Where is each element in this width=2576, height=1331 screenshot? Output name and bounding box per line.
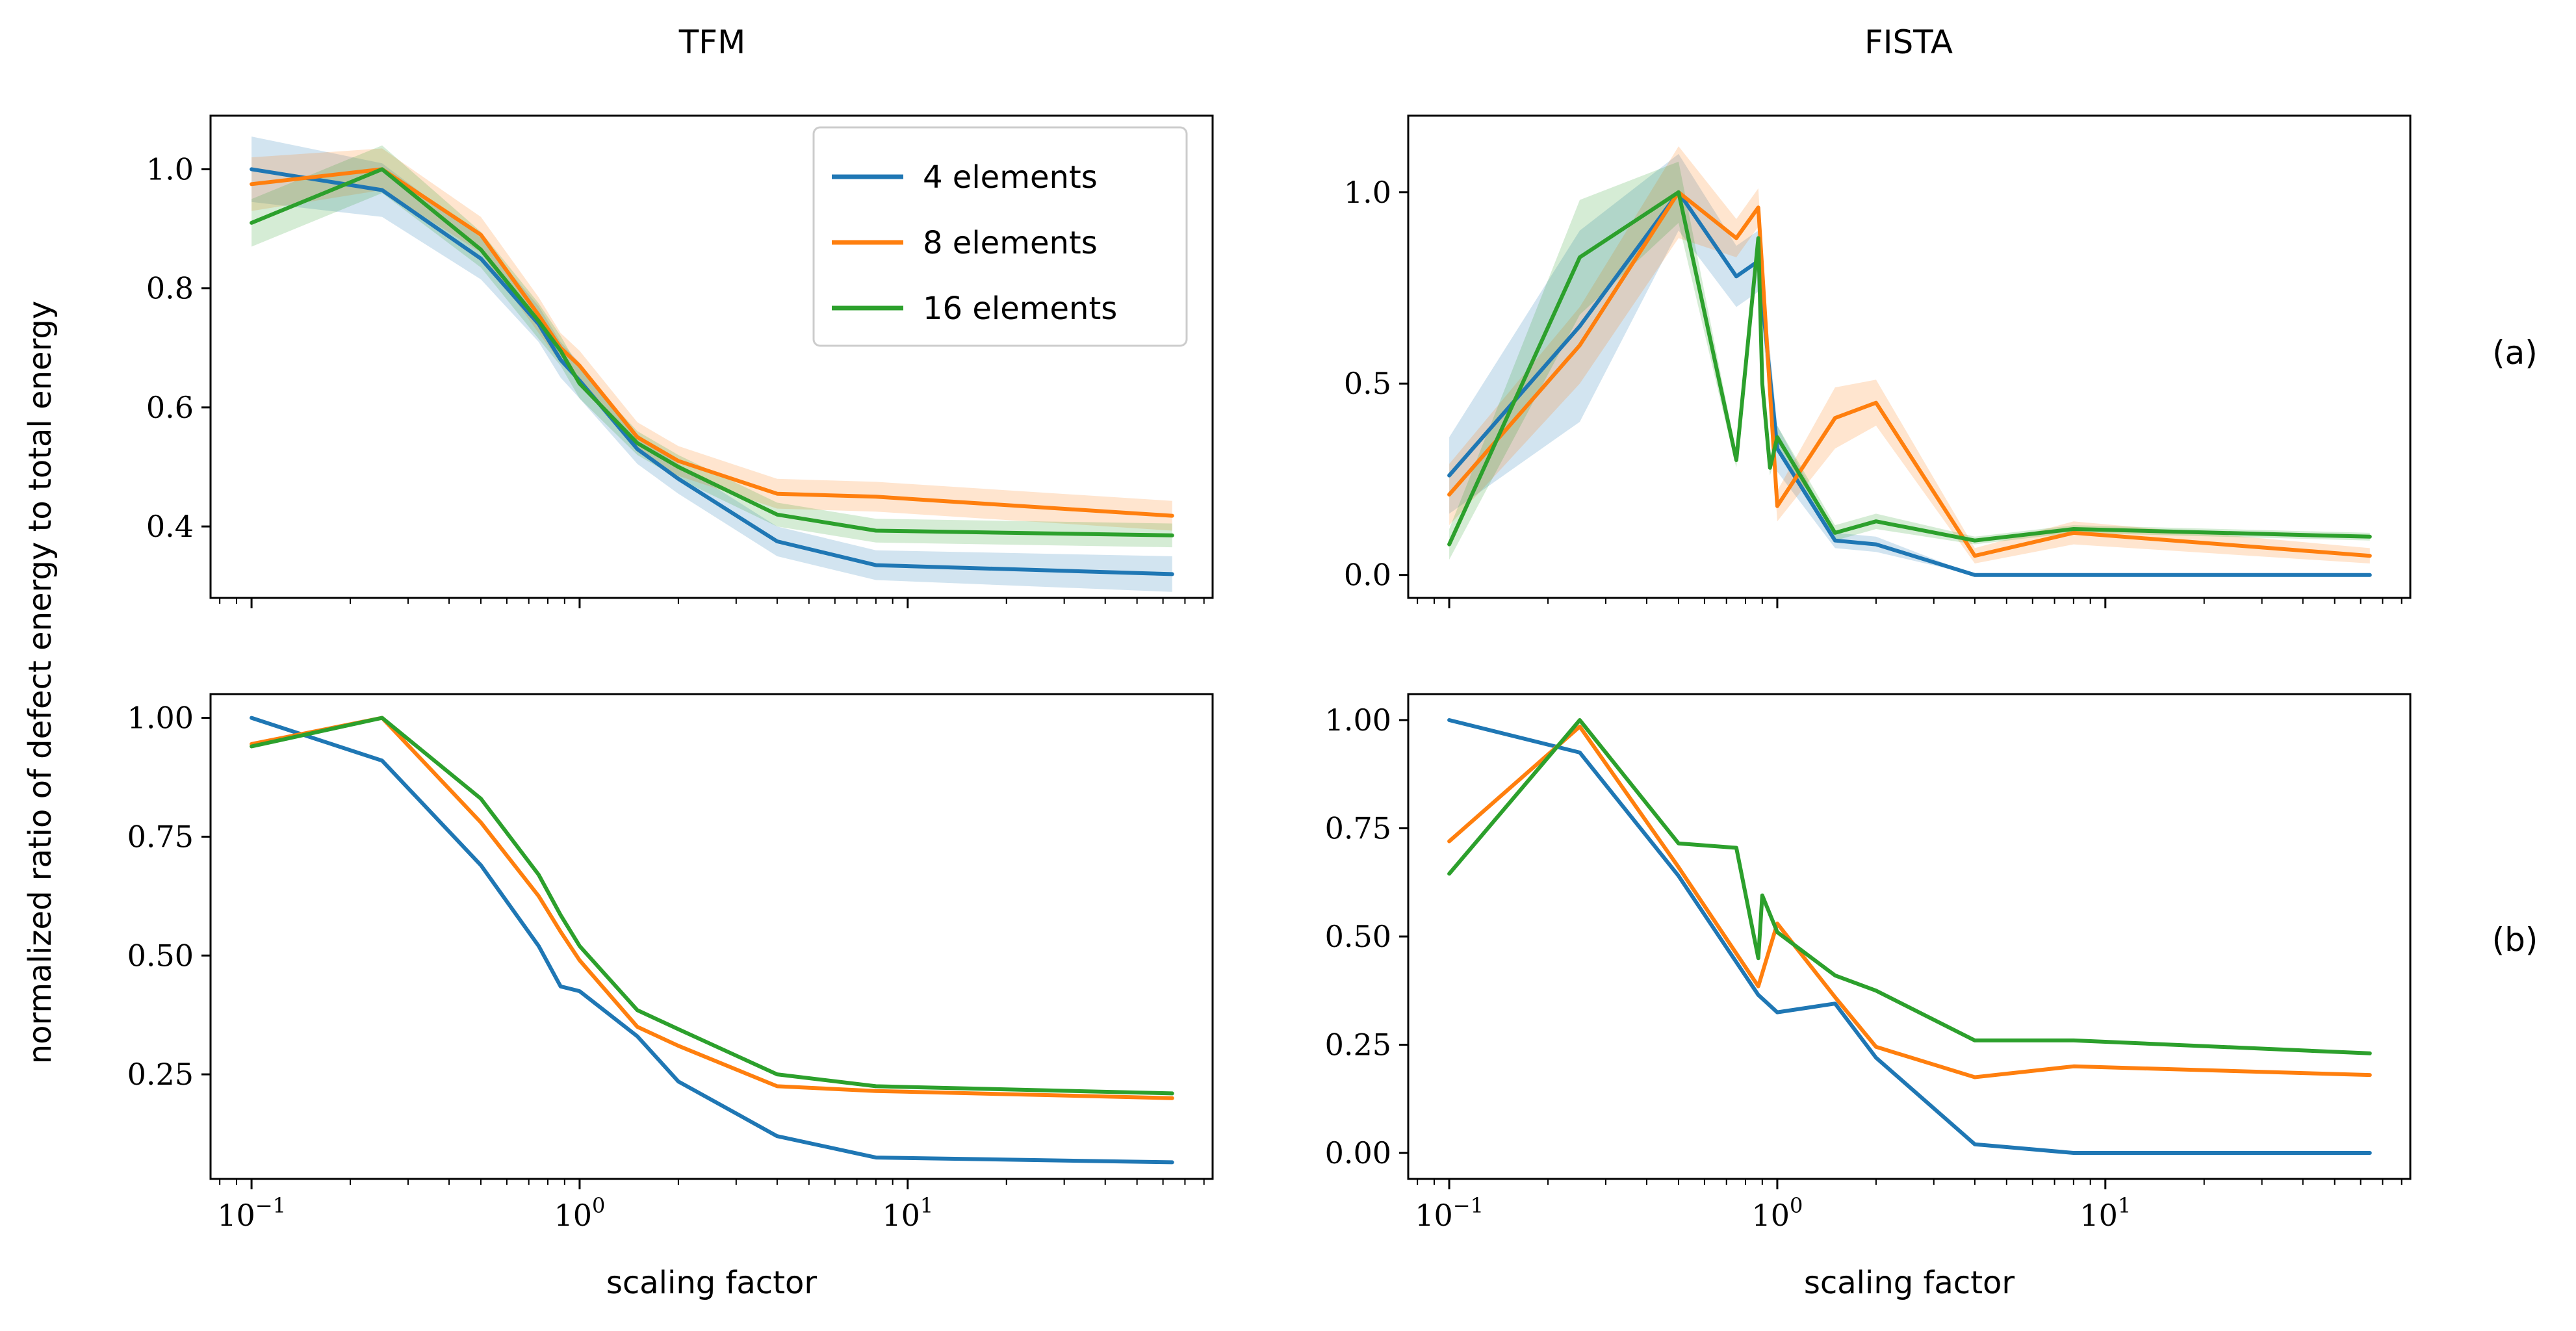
y-tick-label: 1.00 (127, 701, 194, 736)
series-line-4-elements (1447, 718, 2372, 1155)
y-tick-label: 0.75 (127, 819, 194, 854)
series-line-8-elements (1447, 725, 2372, 1079)
series-line-16-elements (1447, 718, 2372, 1055)
legend: 4 elements 8 elements 16 elements (812, 126, 1188, 347)
series-line-8-elements (250, 167, 1174, 518)
axes-frame (1407, 693, 2412, 1180)
x-tick-label: 100 (554, 1193, 605, 1233)
y-tick-label: 0.00 (1325, 1135, 1391, 1170)
x-axis-label: scaling factor (606, 1265, 818, 1301)
axes-frame (209, 114, 1214, 599)
panel-fista-a: 0.0 0.5 1.0 (1344, 114, 2412, 608)
x-tick-label: 101 (882, 1193, 933, 1233)
axes-frame (209, 693, 1214, 1180)
row-label-b: (b) (2492, 921, 2538, 959)
series-line-4-elements (250, 716, 1174, 1165)
legend-frame (812, 126, 1188, 347)
x-tick-label: 10−1 (1415, 1193, 1484, 1233)
panel-tfm-b: 0.25 0.50 0.75 1.00 10−1 100 101 scaling factor (127, 693, 1214, 1301)
axes-frame (1407, 114, 2412, 599)
y-tick-label: 0.25 (127, 1057, 194, 1092)
y-tick-label: 0.50 (1325, 919, 1391, 954)
y-tick-label: 1.0 (146, 151, 194, 187)
x-tick-label: 101 (2080, 1193, 2131, 1233)
y-tick-label: 1.0 (1344, 175, 1391, 210)
y-tick-label: 0.5 (1344, 366, 1391, 401)
series-line-16-elements (1447, 190, 2372, 547)
band-16-elements (251, 145, 1172, 548)
y-axis-label: normalized ratio of defect energy to tot… (22, 301, 58, 1065)
y-tick-label: 0.75 (1325, 810, 1391, 846)
legend-label-8-elements: 8 elements (923, 225, 1098, 261)
x-tick-label: 100 (1751, 1193, 1803, 1233)
y-tick-label: 0.0 (1344, 558, 1391, 593)
legend-label-4-elements: 4 elements (923, 159, 1098, 196)
x-axis-label: scaling factor (1804, 1265, 2015, 1301)
x-tick-label: 10−1 (217, 1193, 286, 1233)
series-line-4-elements (1447, 190, 2372, 577)
band-8-elements (251, 148, 1172, 531)
column-title-fista: FISTA (1864, 23, 1953, 61)
y-tick-label: 1.00 (1325, 703, 1391, 738)
series-line-16-elements (250, 167, 1174, 537)
series-line-16-elements (250, 716, 1174, 1096)
column-title-tfm: TFM (678, 23, 745, 61)
series-line-8-elements (1447, 190, 2372, 558)
y-tick-label: 0.50 (127, 938, 194, 973)
panel-tfm-a: 0.4 0.6 0.8 1.0 (146, 114, 1214, 608)
series-line-8-elements (250, 716, 1174, 1100)
y-tick-label: 0.8 (146, 271, 194, 306)
y-tick-label: 0.6 (146, 390, 194, 425)
y-tick-label: 0.4 (146, 509, 194, 544)
panel-fista-b: 0.00 0.25 0.50 0.75 1.00 10−1 100 101 scaling fa… (1325, 693, 2412, 1301)
legend-label-16-elements: 16 elements (923, 291, 1117, 327)
row-label-a: (a) (2492, 334, 2538, 372)
y-tick-label: 0.25 (1325, 1027, 1391, 1063)
